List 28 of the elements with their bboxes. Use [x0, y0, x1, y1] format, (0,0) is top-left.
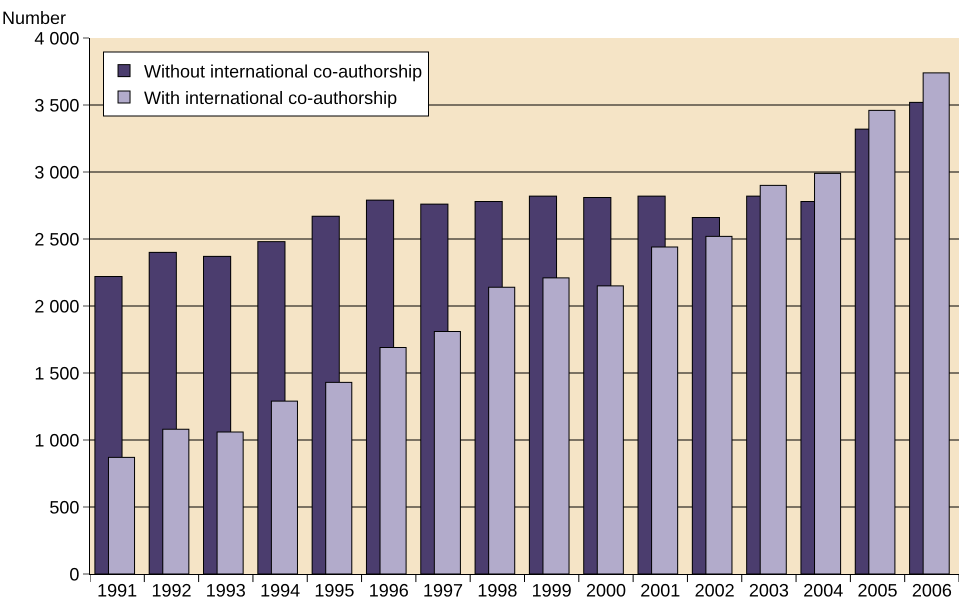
x-tick-label: 1998: [477, 580, 518, 601]
x-tick-label: 1999: [532, 580, 572, 601]
x-tick-label: 1995: [314, 580, 354, 601]
y-tick-label: 3 500: [34, 95, 80, 116]
y-tick-label: 0: [69, 564, 80, 584]
x-tick-label: 1991: [97, 580, 138, 601]
x-tick-label: 2000: [586, 580, 626, 601]
y-tick-label: 1 000: [34, 430, 80, 450]
x-tick-label: 2006: [912, 580, 952, 601]
y-tick-label: 4 000: [34, 28, 80, 48]
x-tick-label: 2003: [748, 580, 789, 601]
y-axis-title: Number: [2, 8, 66, 28]
x-tick-label: 1993: [206, 580, 246, 601]
legend-label: With international co-authorship: [144, 88, 398, 108]
y-tick-label: 2 000: [34, 296, 80, 316]
y-tick-label: 2 500: [34, 229, 80, 250]
x-tick-label: 2001: [640, 580, 680, 601]
x-tick-label: 2002: [694, 580, 735, 601]
x-tick-label: 2004: [803, 580, 844, 601]
x-tick-label: 1997: [423, 580, 464, 601]
y-tick-label: 3 000: [34, 162, 80, 182]
y-tick-label: 1 500: [34, 363, 80, 384]
legend-label: Without international co-authorship: [144, 62, 422, 82]
y-tick-label: 500: [49, 497, 80, 518]
x-tick-label: 2005: [858, 580, 898, 601]
x-tick-label: 1994: [260, 580, 300, 601]
x-tick-label: 1996: [368, 580, 409, 601]
x-tick-label: 1992: [151, 580, 192, 601]
